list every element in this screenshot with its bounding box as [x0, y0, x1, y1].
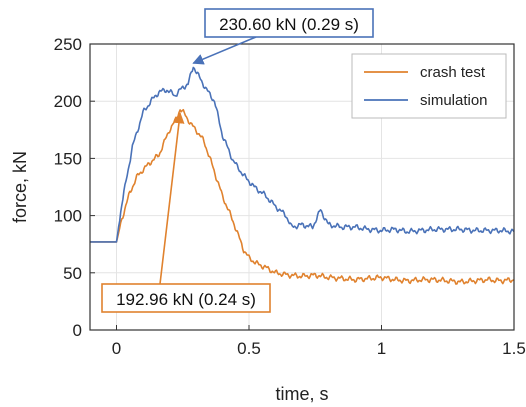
axis-ticks: 0 0.5 1 1.5 0 50 100 150 200 250: [54, 35, 526, 358]
annotation-arrow: [192, 36, 257, 65]
x-tick-label: 1.5: [502, 339, 526, 358]
x-tick-label: 0: [112, 339, 121, 358]
x-tick-label: 0.5: [237, 339, 261, 358]
annotation-label: 230.60 kN (0.29 s): [219, 15, 359, 34]
y-tick-label: 250: [54, 35, 82, 54]
series-line-1: [90, 66, 515, 243]
y-axis-label: force, kN: [10, 151, 30, 223]
x-axis-label: time, s: [275, 384, 328, 404]
y-tick-label: 50: [63, 264, 82, 283]
y-tick-label: 150: [54, 149, 82, 168]
annotation-box: [204, 8, 374, 38]
legend: crash test simulation: [351, 53, 507, 119]
legend-entry: crash test: [420, 64, 486, 81]
x-tick-label: 1: [377, 339, 386, 358]
y-tick-label: 200: [54, 92, 82, 111]
annotation-label: 192.96 kN (0.24 s): [116, 290, 256, 309]
legend-box: [351, 53, 507, 119]
annotations: 230.60 kN (0.29 s) 192.96 kN (0.24 s): [101, 8, 374, 313]
annotation-box: [101, 283, 271, 313]
plot-frame: [89, 43, 515, 331]
series-layer: [90, 66, 515, 285]
legend-entry: simulation: [420, 92, 488, 109]
annotation-arrow: [159, 112, 185, 285]
y-tick-label: 0: [73, 321, 82, 340]
y-tick-label: 100: [54, 207, 82, 226]
series-line-0: [90, 108, 515, 285]
